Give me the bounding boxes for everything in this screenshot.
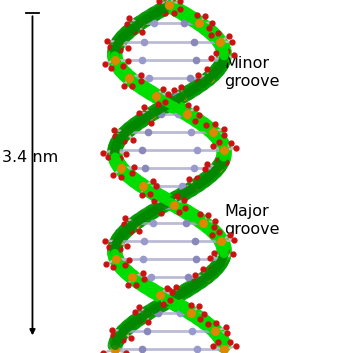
Text: 3.4 nm: 3.4 nm [2, 150, 58, 164]
Text: Minor
groove: Minor groove [224, 55, 280, 89]
Text: Major
groove: Major groove [224, 204, 280, 238]
